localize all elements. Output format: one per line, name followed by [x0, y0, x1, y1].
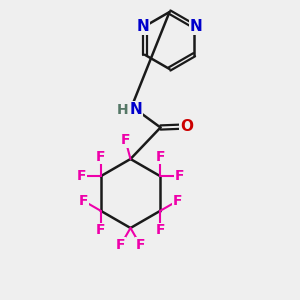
- Text: F: F: [156, 223, 165, 237]
- Text: F: F: [156, 150, 165, 164]
- Text: N: N: [137, 19, 150, 34]
- Text: N: N: [130, 102, 142, 117]
- Text: F: F: [116, 238, 125, 252]
- Text: F: F: [96, 223, 105, 237]
- Text: N: N: [189, 19, 202, 34]
- Text: F: F: [136, 238, 145, 252]
- Text: F: F: [172, 194, 182, 208]
- Text: F: F: [175, 169, 184, 183]
- Text: F: F: [121, 133, 130, 147]
- Text: F: F: [76, 169, 86, 183]
- Text: H: H: [117, 103, 129, 116]
- Text: F: F: [96, 150, 105, 164]
- Text: O: O: [180, 119, 193, 134]
- Text: F: F: [79, 194, 88, 208]
